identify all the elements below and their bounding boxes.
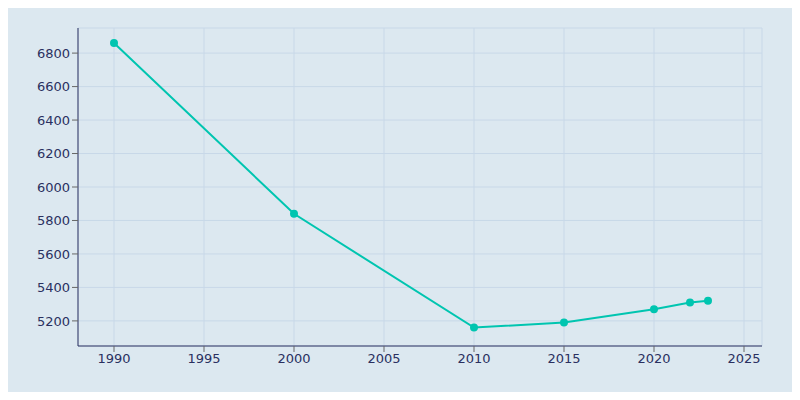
svg-text:6800: 6800: [37, 46, 70, 61]
svg-text:5200: 5200: [37, 314, 70, 329]
svg-text:2025: 2025: [727, 351, 760, 366]
svg-text:2020: 2020: [637, 351, 670, 366]
svg-text:6600: 6600: [37, 79, 70, 94]
svg-text:6000: 6000: [37, 180, 70, 195]
svg-text:2015: 2015: [547, 351, 580, 366]
svg-text:1995: 1995: [187, 351, 220, 366]
svg-text:5600: 5600: [37, 247, 70, 262]
svg-text:2005: 2005: [367, 351, 400, 366]
svg-text:5800: 5800: [37, 213, 70, 228]
svg-text:2000: 2000: [277, 351, 310, 366]
svg-text:1990: 1990: [97, 351, 130, 366]
svg-text:5400: 5400: [37, 280, 70, 295]
svg-text:6400: 6400: [37, 113, 70, 128]
svg-text:6200: 6200: [37, 146, 70, 161]
svg-text:2010: 2010: [457, 351, 490, 366]
